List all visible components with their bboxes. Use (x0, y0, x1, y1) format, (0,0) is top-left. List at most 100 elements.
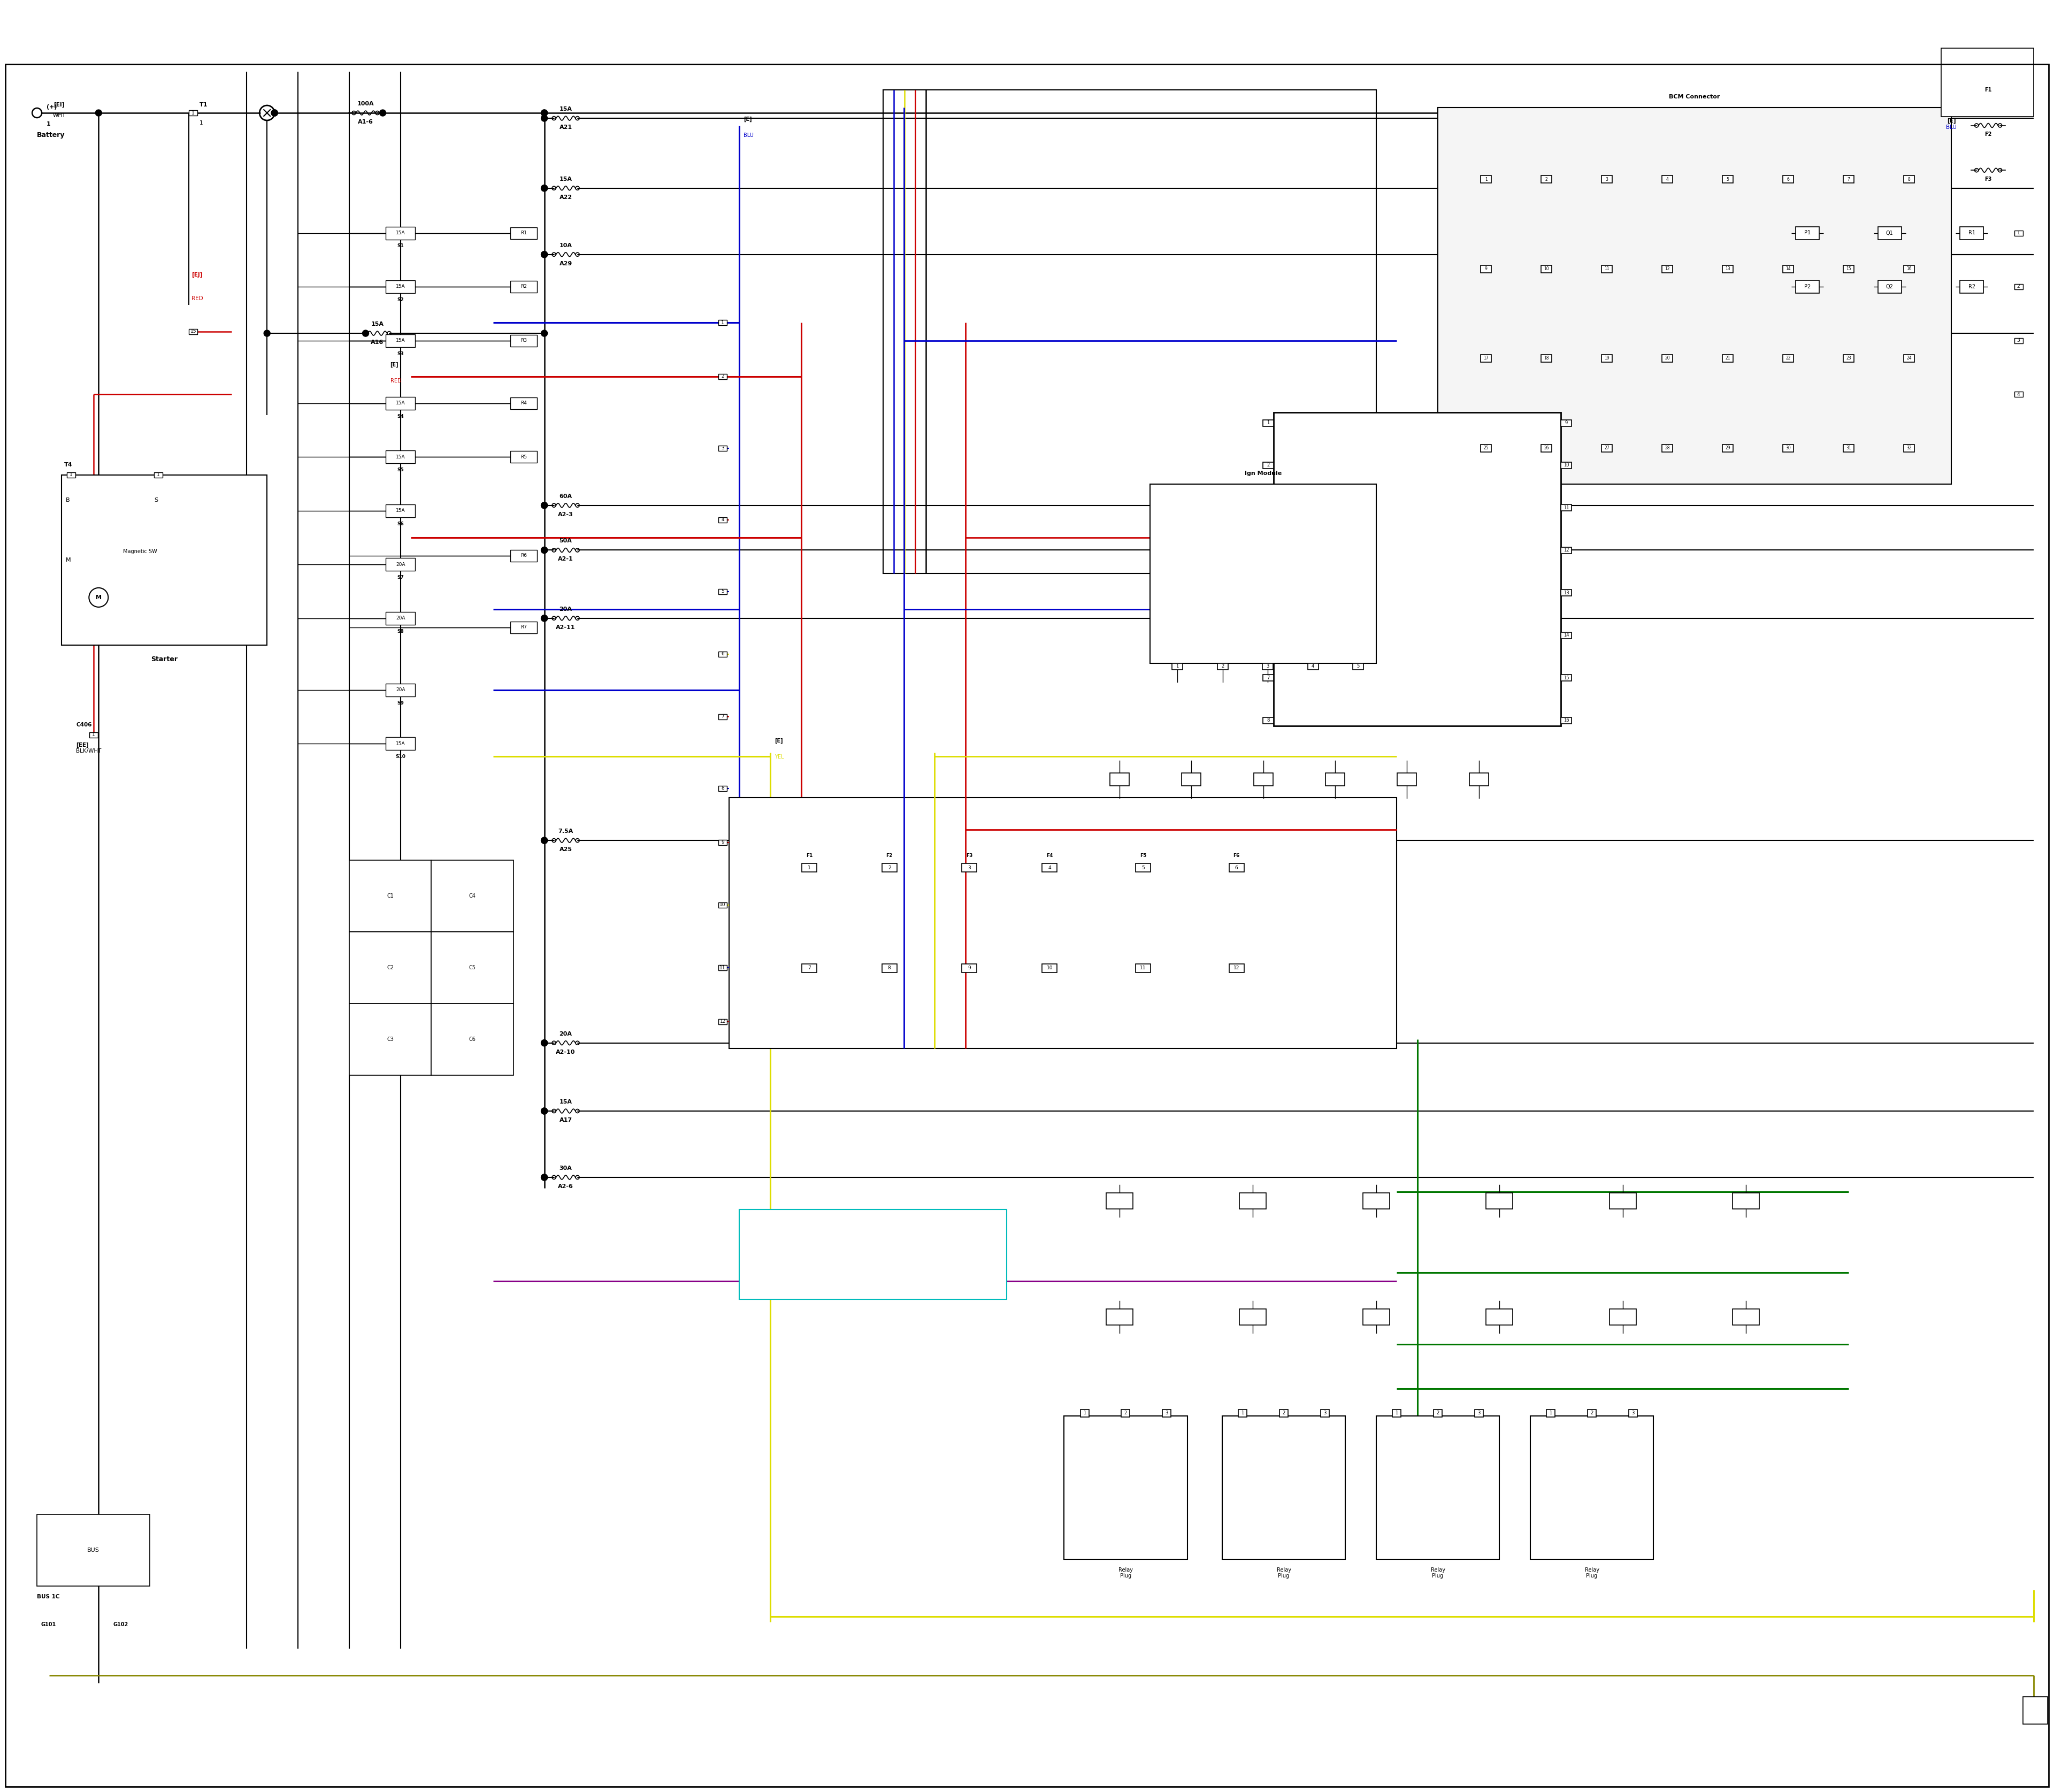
Circle shape (540, 1039, 548, 1047)
Text: 20A: 20A (559, 1030, 573, 1036)
Bar (386, 333, 415, 348)
Bar (1842, 265, 1855, 272)
Bar (1561, 462, 1571, 468)
Bar (1960, 226, 1984, 240)
Text: 18: 18 (1545, 357, 1549, 360)
Text: 15: 15 (1847, 267, 1851, 271)
Circle shape (540, 502, 548, 509)
Text: [EJ]: [EJ] (191, 272, 203, 278)
Text: 11: 11 (719, 966, 725, 969)
Bar (189, 111, 197, 115)
Bar (509, 281, 538, 292)
Text: 1: 1 (1267, 421, 1269, 425)
Text: 10: 10 (1048, 966, 1052, 971)
Circle shape (540, 502, 548, 509)
Text: 3: 3 (967, 866, 972, 871)
Bar (1904, 265, 1914, 272)
Bar (1608, 1193, 1637, 1208)
Bar (719, 590, 727, 593)
Bar (1481, 444, 1491, 452)
Text: 1: 1 (1177, 663, 1179, 668)
Text: R1: R1 (520, 231, 528, 235)
Bar (386, 226, 415, 240)
Bar (349, 932, 431, 1004)
Bar (386, 611, 415, 625)
Bar (2023, 1697, 2048, 1724)
Text: A2-6: A2-6 (559, 1185, 573, 1190)
Text: S9: S9 (396, 701, 405, 706)
Text: BCM Connector: BCM Connector (1670, 95, 1719, 100)
Text: 3: 3 (1323, 1410, 1327, 1416)
Circle shape (540, 1174, 548, 1181)
Text: 1: 1 (721, 321, 725, 324)
Text: A29: A29 (559, 262, 573, 267)
Text: 2: 2 (1282, 1410, 1286, 1416)
Text: 1: 1 (70, 473, 72, 477)
Text: 12: 12 (1234, 966, 1239, 971)
Bar (386, 737, 415, 751)
Text: R2: R2 (1968, 285, 1976, 289)
Bar (1540, 176, 1553, 183)
Text: F3: F3 (1984, 177, 1992, 183)
Bar (1434, 1409, 1442, 1417)
Circle shape (271, 109, 277, 116)
Text: 29: 29 (1725, 446, 1729, 450)
Bar (1263, 717, 1273, 724)
Text: A2-1: A2-1 (559, 557, 573, 563)
Bar (1602, 355, 1612, 362)
Text: C4: C4 (468, 894, 477, 898)
Text: Battery: Battery (37, 131, 66, 138)
Bar (1080, 1409, 1089, 1417)
Text: Magnetic SW: Magnetic SW (123, 548, 158, 554)
Bar (1228, 864, 1245, 873)
Text: 15A: 15A (396, 339, 405, 342)
Bar (349, 860, 431, 932)
Text: Q1: Q1 (1886, 231, 1894, 235)
Bar (1393, 1409, 1401, 1417)
Bar (1561, 505, 1571, 511)
Circle shape (540, 185, 548, 192)
Bar (1273, 412, 1561, 726)
Bar (719, 840, 727, 844)
Bar (386, 280, 415, 294)
Text: 20: 20 (1666, 357, 1670, 360)
Text: Relay
Plug: Relay Plug (1276, 1566, 1292, 1579)
Text: 4: 4 (721, 518, 725, 521)
Bar (62, 475, 267, 645)
Bar (386, 557, 415, 572)
Text: F2: F2 (885, 853, 893, 858)
Bar (1662, 355, 1672, 362)
Bar (719, 715, 727, 719)
Text: R7: R7 (520, 625, 528, 629)
Bar (801, 964, 817, 973)
Text: F6: F6 (1232, 853, 1241, 858)
Text: G102: G102 (113, 1622, 127, 1627)
Text: 4: 4 (1666, 177, 1668, 181)
Text: 8: 8 (887, 966, 891, 971)
Text: 28: 28 (1666, 446, 1670, 450)
Bar (1795, 280, 1820, 294)
Text: 5: 5 (1267, 591, 1269, 595)
Bar (2015, 339, 2023, 342)
Text: R4: R4 (520, 401, 528, 405)
Circle shape (540, 615, 548, 622)
Text: S: S (154, 498, 158, 504)
Text: 10: 10 (1545, 267, 1549, 271)
Text: 3: 3 (2017, 339, 2019, 342)
Bar (719, 446, 727, 450)
Text: G101: G101 (41, 1622, 55, 1627)
Text: 2: 2 (1267, 462, 1269, 468)
Bar (1941, 48, 2033, 116)
Circle shape (271, 109, 277, 116)
Text: [EE]: [EE] (76, 742, 88, 747)
Text: [EI]: [EI] (53, 102, 64, 108)
Text: T4: T4 (64, 462, 72, 468)
Bar (1222, 1416, 1345, 1559)
Bar (1842, 444, 1855, 452)
Circle shape (540, 1107, 548, 1115)
Circle shape (540, 251, 548, 258)
Circle shape (540, 185, 548, 192)
Text: RED: RED (390, 378, 401, 383)
Text: C1: C1 (386, 894, 394, 898)
Text: 2: 2 (1124, 1410, 1128, 1416)
